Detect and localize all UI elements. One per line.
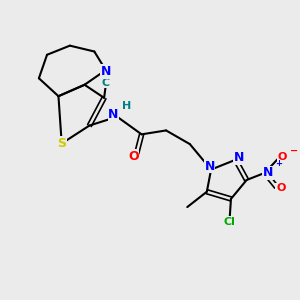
Text: −: − [290, 146, 298, 155]
Text: N: N [100, 65, 111, 78]
Text: N: N [262, 166, 273, 179]
Text: +: + [275, 159, 282, 168]
Text: O: O [276, 183, 285, 193]
Text: S: S [57, 137, 66, 150]
Text: N: N [108, 108, 118, 121]
Text: H: H [122, 101, 132, 111]
Text: Cl: Cl [224, 217, 236, 227]
Text: N: N [234, 151, 244, 164]
Text: O: O [128, 150, 139, 163]
Text: N: N [204, 160, 215, 172]
Text: C: C [101, 78, 110, 88]
Text: O: O [278, 152, 287, 162]
